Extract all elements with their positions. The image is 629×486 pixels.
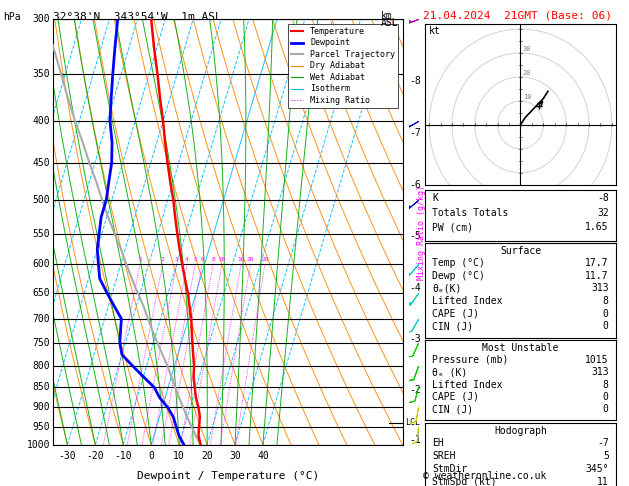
Text: K: K xyxy=(432,193,438,203)
Text: -8: -8 xyxy=(597,193,609,203)
Text: Lifted Index: Lifted Index xyxy=(432,380,503,390)
Text: hPa: hPa xyxy=(3,12,21,22)
Text: -6: -6 xyxy=(409,180,421,190)
Text: © weatheronline.co.uk: © weatheronline.co.uk xyxy=(423,471,546,481)
Text: 8: 8 xyxy=(603,380,609,390)
Text: 850: 850 xyxy=(32,382,50,392)
Text: -7: -7 xyxy=(597,438,609,448)
Text: 0: 0 xyxy=(603,321,609,331)
Text: 11: 11 xyxy=(597,477,609,486)
Text: -4: -4 xyxy=(409,283,421,293)
Text: 450: 450 xyxy=(32,157,50,168)
Text: 900: 900 xyxy=(32,402,50,413)
Text: 11.7: 11.7 xyxy=(585,271,609,281)
Text: kt: kt xyxy=(429,26,441,36)
Text: 313: 313 xyxy=(591,283,609,294)
Text: 350: 350 xyxy=(32,69,50,79)
Text: 16: 16 xyxy=(237,257,245,262)
Text: 700: 700 xyxy=(32,313,50,324)
Text: 950: 950 xyxy=(32,421,50,432)
Text: -20: -20 xyxy=(87,451,104,461)
Text: 28: 28 xyxy=(261,257,269,262)
Text: 400: 400 xyxy=(32,116,50,126)
Text: Temp (°C): Temp (°C) xyxy=(432,258,485,268)
Text: Pressure (mb): Pressure (mb) xyxy=(432,355,509,365)
Text: 30: 30 xyxy=(523,46,532,52)
Text: 4: 4 xyxy=(185,257,189,262)
Text: 30: 30 xyxy=(229,451,241,461)
Text: Hodograph: Hodograph xyxy=(494,426,547,435)
Text: 2: 2 xyxy=(161,257,165,262)
Text: θₑ (K): θₑ (K) xyxy=(432,367,467,377)
Text: -7: -7 xyxy=(409,128,421,138)
Text: Dewpoint / Temperature (°C): Dewpoint / Temperature (°C) xyxy=(137,471,319,481)
Text: 600: 600 xyxy=(32,259,50,269)
Text: 0: 0 xyxy=(603,404,609,414)
Text: 1015: 1015 xyxy=(585,355,609,365)
Text: -8: -8 xyxy=(409,76,421,86)
Text: 800: 800 xyxy=(32,361,50,371)
Text: 10: 10 xyxy=(523,93,532,100)
Text: 8: 8 xyxy=(603,296,609,306)
Text: 0: 0 xyxy=(148,451,154,461)
Text: LCL: LCL xyxy=(405,418,420,427)
Text: 0: 0 xyxy=(603,392,609,402)
Text: 1.65: 1.65 xyxy=(585,223,609,232)
Text: Mixing Ratio (g/kg): Mixing Ratio (g/kg) xyxy=(417,185,426,279)
Text: Dewp (°C): Dewp (°C) xyxy=(432,271,485,281)
Text: 20: 20 xyxy=(523,69,532,75)
Text: CIN (J): CIN (J) xyxy=(432,321,474,331)
Text: 40: 40 xyxy=(257,451,269,461)
Text: 6: 6 xyxy=(200,257,204,262)
Text: StmSpd (kt): StmSpd (kt) xyxy=(432,477,497,486)
Text: Most Unstable: Most Unstable xyxy=(482,343,559,353)
Text: 20: 20 xyxy=(201,451,213,461)
Text: CAPE (J): CAPE (J) xyxy=(432,309,479,319)
Text: -5: -5 xyxy=(409,231,421,241)
Text: Lifted Index: Lifted Index xyxy=(432,296,503,306)
Text: 750: 750 xyxy=(32,338,50,348)
Text: 500: 500 xyxy=(32,195,50,205)
Text: 1000: 1000 xyxy=(26,440,50,450)
Legend: Temperature, Dewpoint, Parcel Trajectory, Dry Adiabat, Wet Adiabat, Isotherm, Mi: Temperature, Dewpoint, Parcel Trajectory… xyxy=(287,24,398,108)
Text: -30: -30 xyxy=(58,451,76,461)
Text: -2: -2 xyxy=(409,385,421,395)
Text: 550: 550 xyxy=(32,228,50,239)
Text: 1: 1 xyxy=(138,257,142,262)
Text: Surface: Surface xyxy=(500,245,541,256)
Text: 0: 0 xyxy=(603,309,609,319)
Text: 650: 650 xyxy=(32,288,50,297)
Text: 345°: 345° xyxy=(585,464,609,474)
Text: θₑ(K): θₑ(K) xyxy=(432,283,462,294)
Text: 32: 32 xyxy=(597,208,609,218)
Text: Totals Totals: Totals Totals xyxy=(432,208,509,218)
Text: -3: -3 xyxy=(409,334,421,344)
Text: PW (cm): PW (cm) xyxy=(432,223,474,232)
Text: 10: 10 xyxy=(173,451,185,461)
Text: -10: -10 xyxy=(114,451,132,461)
Text: 313: 313 xyxy=(591,367,609,377)
Text: 5: 5 xyxy=(603,451,609,461)
Text: ASL: ASL xyxy=(381,18,398,28)
Text: StmDir: StmDir xyxy=(432,464,467,474)
Text: 21.04.2024  21GMT (Base: 06): 21.04.2024 21GMT (Base: 06) xyxy=(423,11,611,21)
Text: 5: 5 xyxy=(193,257,197,262)
Text: CAPE (J): CAPE (J) xyxy=(432,392,479,402)
Text: 32°38'N  343°54'W  1m ASL: 32°38'N 343°54'W 1m ASL xyxy=(53,12,222,22)
Text: 20: 20 xyxy=(247,257,254,262)
Text: 17.7: 17.7 xyxy=(585,258,609,268)
Text: km: km xyxy=(381,11,392,21)
Text: 10: 10 xyxy=(218,257,226,262)
Text: SREH: SREH xyxy=(432,451,456,461)
Text: 3: 3 xyxy=(175,257,179,262)
Text: 8: 8 xyxy=(211,257,215,262)
Text: -1: -1 xyxy=(409,435,421,445)
Text: EH: EH xyxy=(432,438,444,448)
Text: CIN (J): CIN (J) xyxy=(432,404,474,414)
Text: 300: 300 xyxy=(32,15,50,24)
